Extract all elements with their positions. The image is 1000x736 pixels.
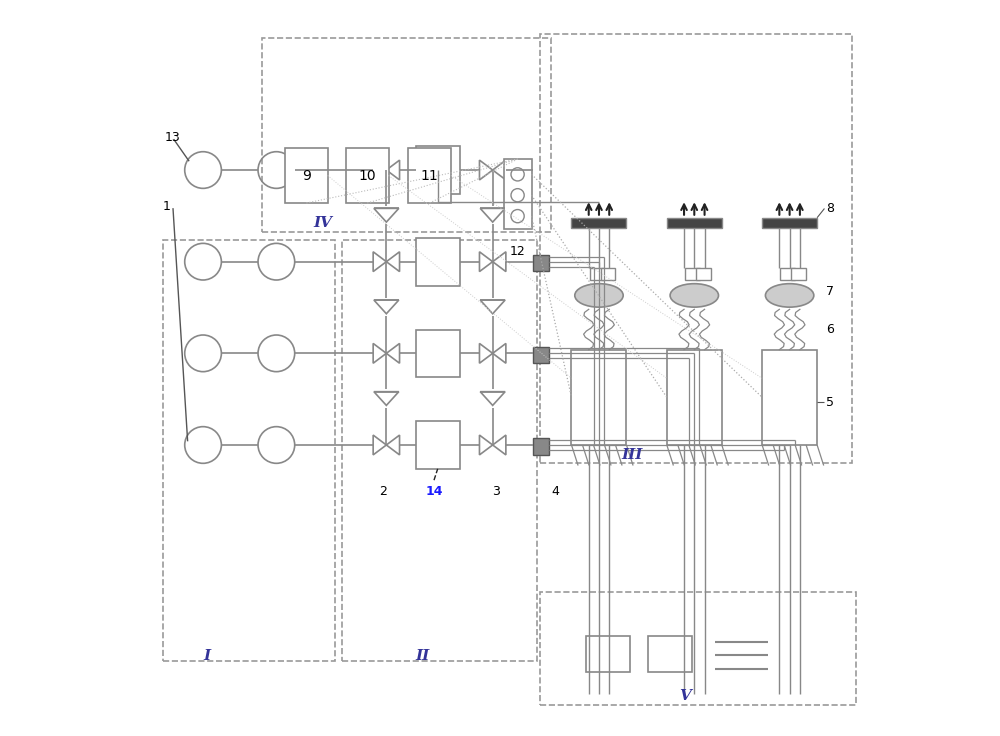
Text: 2: 2 bbox=[379, 485, 387, 498]
Text: 4: 4 bbox=[551, 485, 559, 498]
Bar bbox=[416, 238, 460, 286]
Bar bbox=[762, 350, 817, 445]
Text: I: I bbox=[203, 649, 210, 663]
Bar bbox=[685, 269, 700, 280]
Bar bbox=[285, 148, 328, 203]
Bar bbox=[667, 218, 722, 228]
Ellipse shape bbox=[765, 283, 814, 307]
Bar bbox=[504, 159, 532, 229]
Text: 3: 3 bbox=[492, 485, 500, 498]
Bar bbox=[648, 636, 692, 672]
Bar bbox=[696, 269, 711, 280]
Text: V: V bbox=[680, 689, 692, 703]
Text: IV: IV bbox=[313, 216, 332, 230]
Bar bbox=[346, 148, 389, 203]
Text: 10: 10 bbox=[358, 169, 376, 183]
Bar bbox=[416, 421, 460, 469]
Ellipse shape bbox=[575, 283, 623, 307]
Bar bbox=[262, 38, 551, 233]
Text: 14: 14 bbox=[425, 485, 443, 498]
Bar bbox=[780, 269, 795, 280]
Text: 6: 6 bbox=[826, 323, 834, 336]
Bar bbox=[408, 148, 451, 203]
Bar bbox=[163, 240, 335, 661]
Bar bbox=[590, 269, 604, 280]
Bar bbox=[342, 240, 537, 661]
Text: 7: 7 bbox=[826, 286, 834, 298]
Bar bbox=[586, 636, 630, 672]
Bar bbox=[601, 269, 615, 280]
Text: 11: 11 bbox=[421, 169, 438, 183]
Bar bbox=[667, 350, 722, 445]
Bar bbox=[540, 35, 852, 464]
Bar bbox=[571, 218, 626, 228]
Bar bbox=[540, 592, 856, 705]
Text: 8: 8 bbox=[826, 202, 834, 215]
Text: II: II bbox=[416, 649, 430, 663]
Bar bbox=[791, 269, 806, 280]
Bar bbox=[533, 439, 549, 455]
Text: 9: 9 bbox=[302, 169, 311, 183]
Bar bbox=[571, 350, 626, 445]
Text: 1: 1 bbox=[163, 200, 171, 213]
Bar bbox=[416, 330, 460, 377]
Text: 13: 13 bbox=[164, 130, 180, 144]
Text: 5: 5 bbox=[826, 395, 834, 408]
Bar bbox=[533, 347, 549, 363]
Bar bbox=[533, 255, 549, 271]
Bar bbox=[762, 218, 817, 228]
Bar bbox=[416, 146, 460, 194]
Text: 12: 12 bbox=[510, 245, 525, 258]
Ellipse shape bbox=[670, 283, 719, 307]
Text: III: III bbox=[621, 447, 642, 462]
